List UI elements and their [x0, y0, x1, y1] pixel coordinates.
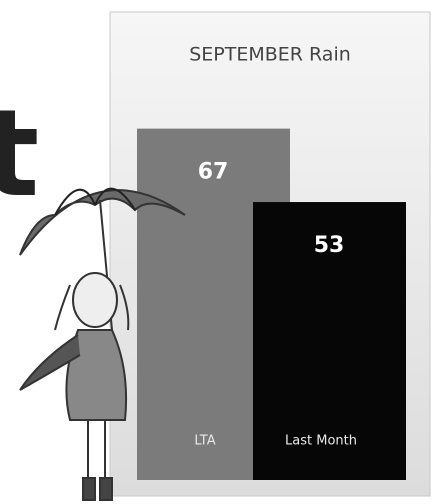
chart: t SEPTEMBER Rain 67 LTA 53 Last Month [0, 0, 435, 504]
head [73, 273, 117, 327]
boot [83, 478, 95, 500]
category-label: Last Month [285, 434, 357, 449]
page: t SEPTEMBER Rain 67LTA53Last Month (() =… [0, 0, 435, 504]
background-letter: t [0, 85, 39, 224]
chart-title: SEPTEMBER Rain [189, 44, 351, 66]
category-label: LTA [194, 434, 215, 449]
boot [100, 478, 112, 500]
value-label: 53 [314, 233, 345, 258]
value-label: 67 [198, 160, 229, 185]
